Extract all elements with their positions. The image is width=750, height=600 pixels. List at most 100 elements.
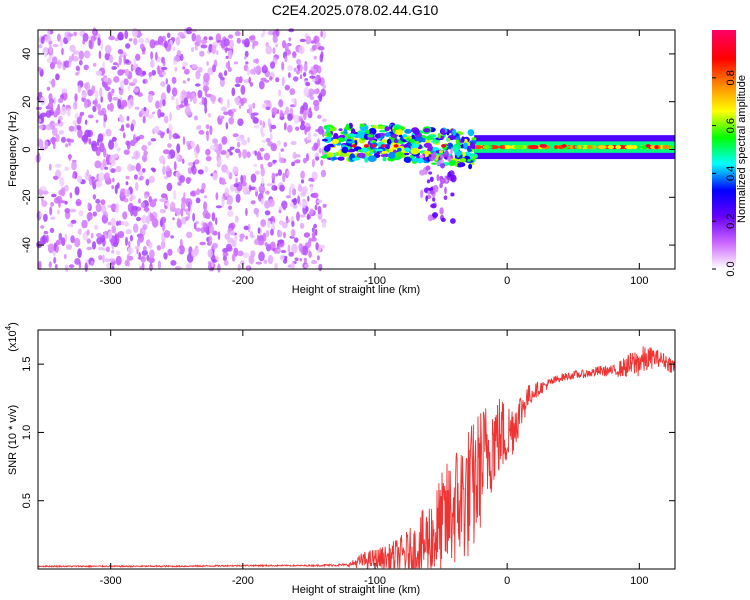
noise-cell [261,132,265,138]
colorbar: 0.0 0.2 0.4 0.6 0.8 Normalized spectral ampl… [712,30,748,277]
noise-cell [111,185,115,190]
noise-cell [97,110,105,116]
transition-cell [340,152,350,157]
noise-cell [254,150,257,156]
noise-cell [88,138,92,145]
noise-cell [103,113,108,123]
y-tick-label: 1.5 [21,356,33,371]
noise-cell [234,96,240,104]
noise-cell [322,118,327,123]
noise-cell [297,195,301,205]
transition-cell [391,133,398,138]
noise-cell [48,261,52,269]
noise-cell [211,44,217,55]
noise-cell [104,258,110,263]
transition-cell [463,142,468,150]
noise-cell [114,141,118,149]
noise-cell [169,201,176,212]
noise-cell [133,133,136,143]
transition-cell [323,154,327,158]
transition-cell [381,139,389,143]
noise-cell [95,119,99,124]
signal-cell [501,145,505,150]
noise-cell [99,87,103,97]
tail-cell [436,174,440,182]
noise-cell [254,170,260,175]
noise-cell [232,133,239,138]
noise-cell [299,258,302,262]
noise-cell [72,56,80,62]
noise-cell [247,223,251,233]
spectrogram-x-axis-label: Height of straight line (km) [292,284,420,296]
noise-cell [225,151,230,159]
noise-cell [244,38,250,48]
transition-cell [467,148,473,152]
noise-cell [135,162,141,172]
noise-cell [108,140,115,150]
noise-cell [261,139,268,143]
noise-cell [212,172,219,181]
noise-cell [322,220,326,228]
transition-cell [374,133,381,139]
noise-cell [156,245,162,251]
noise-cell [75,65,80,72]
noise-cell [74,237,81,248]
noise-cell [241,139,248,146]
noise-cell [183,97,189,106]
noise-cell [228,39,234,50]
noise-cell [293,237,299,243]
noise-cell [230,113,234,118]
noise-cell [317,205,322,215]
noise-cell [175,36,181,46]
noise-cell [117,98,122,109]
transition-cell [356,152,366,158]
noise-cell [46,86,51,91]
transition-cell [402,134,408,138]
noise-cell [123,197,129,203]
noise-cell [187,162,194,167]
noise-cell [185,208,189,215]
noise-cell [306,153,309,162]
noise-cell [220,150,227,155]
noise-cell [157,65,160,75]
noise-cell [54,264,58,269]
noise-cell [243,225,249,231]
tail-cell [426,179,431,184]
noise-cell [265,45,273,55]
noise-cell [192,212,196,222]
noise-cell [186,231,193,239]
noise-cell [133,57,136,67]
noise-cell [223,38,230,47]
noise-cell [63,60,71,68]
noise-cell [246,67,250,76]
noise-cell [96,236,103,245]
svg-text:(x104): (x104) [4,322,19,352]
noise-cell [270,228,274,236]
noise-cell [57,33,61,42]
noise-cell [299,38,306,43]
y-tick-label: 1.0 [21,425,33,440]
noise-cell [294,154,301,158]
noise-cell [65,143,69,148]
noise-cell [196,188,201,196]
noise-cell [234,233,238,242]
noise-cell [56,195,63,204]
noise-cell [111,249,114,254]
noise-cell [234,30,241,37]
noise-cell [52,175,59,180]
noise-cell [191,249,198,258]
noise-cell [179,238,183,249]
noise-cell [296,70,300,75]
tail-cell [432,212,438,218]
noise-cell [127,85,131,92]
noise-cell [94,224,99,230]
noise-cell [123,149,130,155]
noise-cell [127,202,134,213]
noise-cell [240,98,245,106]
transition-cell [407,143,412,146]
noise-cell [144,37,150,44]
noise-cell [296,211,300,222]
noise-cell [267,161,273,168]
transition-cell [394,129,403,136]
